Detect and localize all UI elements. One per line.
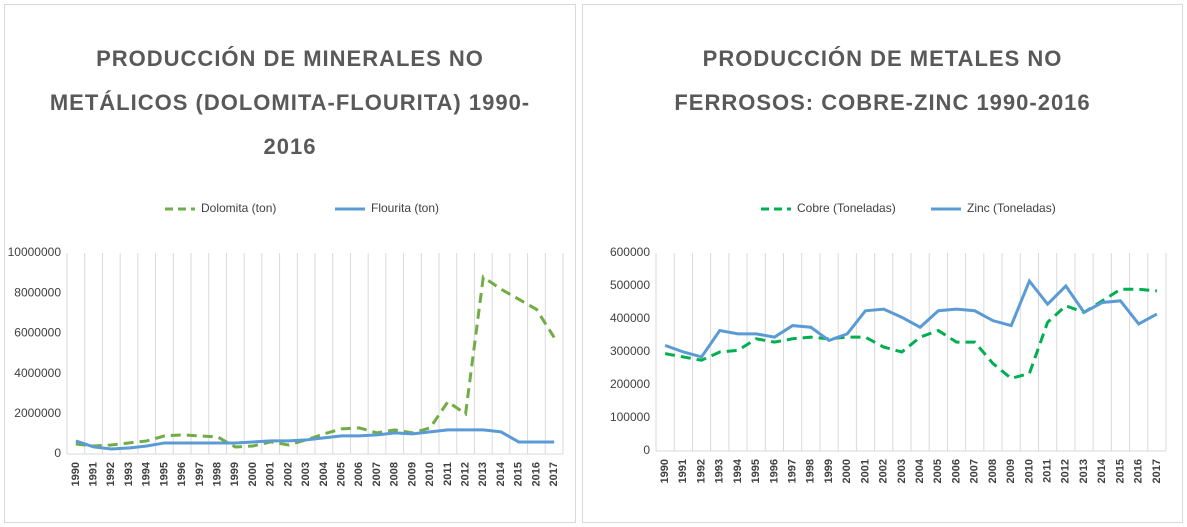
chart-panel: PRODUCCIÓN DE MINERALES NO METÁLICOS (DO… (4, 4, 576, 523)
x-tick-label: 2001 (859, 459, 871, 483)
x-tick-label: 2016 (530, 462, 542, 486)
x-tick-label: 2005 (335, 462, 347, 486)
x-tick-label: 2012 (459, 462, 471, 486)
x-tick-label: 1995 (158, 462, 170, 486)
x-tick-label: 2010 (424, 462, 436, 486)
x-tick-label: 2011 (1042, 459, 1054, 483)
legend-label: Flourita (ton) (371, 201, 439, 215)
y-tick-label: 600000 (610, 245, 650, 259)
line (75, 428, 555, 451)
x-tick-label: 2012 (1060, 459, 1072, 483)
x-tick-label: 1990 (70, 462, 82, 486)
x-tick-label: 2004 (318, 461, 330, 486)
x-tick-label: 1997 (787, 459, 799, 483)
x-tick-label: 2008 (987, 459, 999, 483)
x-tick-label: 2001 (265, 462, 277, 486)
x-tick-label: 2007 (371, 462, 383, 486)
line (664, 287, 1158, 381)
chart-title: PRODUCCIÓN DE MINERALES NO METÁLICOS (DO… (49, 46, 531, 159)
x-tick-label: 2011 (442, 462, 454, 486)
x-tick-label: 1992 (695, 459, 707, 483)
x-tick-label: 1996 (768, 459, 780, 483)
x-tick-label: 2006 (950, 459, 962, 483)
x-tick-label: 1993 (123, 462, 135, 486)
x-tick-label: 2017 (1151, 459, 1163, 483)
legend-label: Cobre (Toneladas) (797, 201, 896, 215)
x-tick-label: 2014 (1096, 458, 1108, 483)
x-tick-label: 2003 (896, 459, 908, 483)
x-tick-label: 1995 (750, 459, 762, 483)
x-tick-label: 2017 (548, 462, 560, 486)
chart-panel: PRODUCCIÓN DE METALES NO FERROSOS: COBRE… (582, 4, 1183, 523)
chart: 0 2000000 4000000 6000000 8000000 10000000 199… (8, 201, 564, 486)
x-tick-label: 1992 (105, 462, 117, 486)
x-tick-label: 1996 (176, 462, 188, 486)
x-tick-label: 2016 (1133, 459, 1145, 483)
x-tick-label: 2000 (247, 462, 259, 486)
line (664, 278, 1158, 359)
x-tick-label: 2000 (841, 459, 853, 483)
x-tick-label: 1998 (805, 459, 817, 483)
y-tick-label: 500000 (610, 278, 650, 292)
x-tick-label: 2009 (1005, 459, 1017, 483)
x-tick-label: 2009 (406, 462, 418, 486)
x-tick-label: 2015 (513, 462, 525, 486)
chart: 0 100000 200000 300000 400000 500000 600000 199… (610, 201, 1167, 483)
legend-label: Dolomita (ton) (201, 201, 276, 215)
y-tick-label: 2000000 (14, 406, 61, 420)
x-tick-label: 2002 (878, 459, 890, 483)
x-tick-label: 1999 (229, 462, 241, 486)
x-tick-label: 2008 (389, 462, 401, 486)
y-tick-label: 400000 (610, 311, 650, 325)
x-tick-label: 2014 (495, 461, 507, 486)
x-tick-label: 2013 (477, 462, 489, 486)
x-tick-label: 1997 (194, 462, 206, 486)
y-tick-label: 6000000 (14, 326, 61, 340)
y-tick-label: 300000 (610, 344, 650, 358)
x-tick-label: 2013 (1078, 459, 1090, 483)
x-tick-label: 1994 (141, 461, 153, 486)
x-tick-label: 1999 (823, 459, 835, 483)
x-tick-label: 1990 (659, 459, 671, 483)
line (75, 274, 556, 449)
y-tick-label: 0 (54, 446, 61, 460)
x-tick-label: 2007 (969, 459, 981, 483)
x-tick-label: 2010 (1023, 459, 1035, 483)
y-tick-label: 4000000 (14, 366, 61, 380)
x-tick-label: 1993 (714, 459, 726, 483)
y-tick-label: 200000 (610, 377, 650, 391)
x-tick-label: 2004 (914, 458, 926, 483)
x-tick-label: 2003 (300, 462, 312, 486)
x-tick-label: 2006 (353, 462, 365, 486)
x-tick-label: 1991 (677, 459, 689, 483)
y-tick-label: 0 (643, 443, 650, 457)
legend-label: Zinc (Toneladas) (967, 201, 1056, 215)
x-tick-label: 1994 (732, 458, 744, 483)
x-tick-label: 1998 (211, 462, 223, 486)
chart-title: PRODUCCIÓN DE METALES NO FERROSOS: COBRE… (674, 46, 1091, 115)
y-tick-label: 10000000 (8, 245, 62, 259)
x-tick-label: 2002 (282, 462, 294, 486)
x-tick-label: 2005 (932, 459, 944, 483)
x-tick-label: 1991 (87, 462, 99, 486)
x-tick-label: 2015 (1114, 459, 1126, 483)
y-tick-label: 8000000 (14, 285, 61, 299)
y-tick-label: 100000 (610, 410, 650, 424)
